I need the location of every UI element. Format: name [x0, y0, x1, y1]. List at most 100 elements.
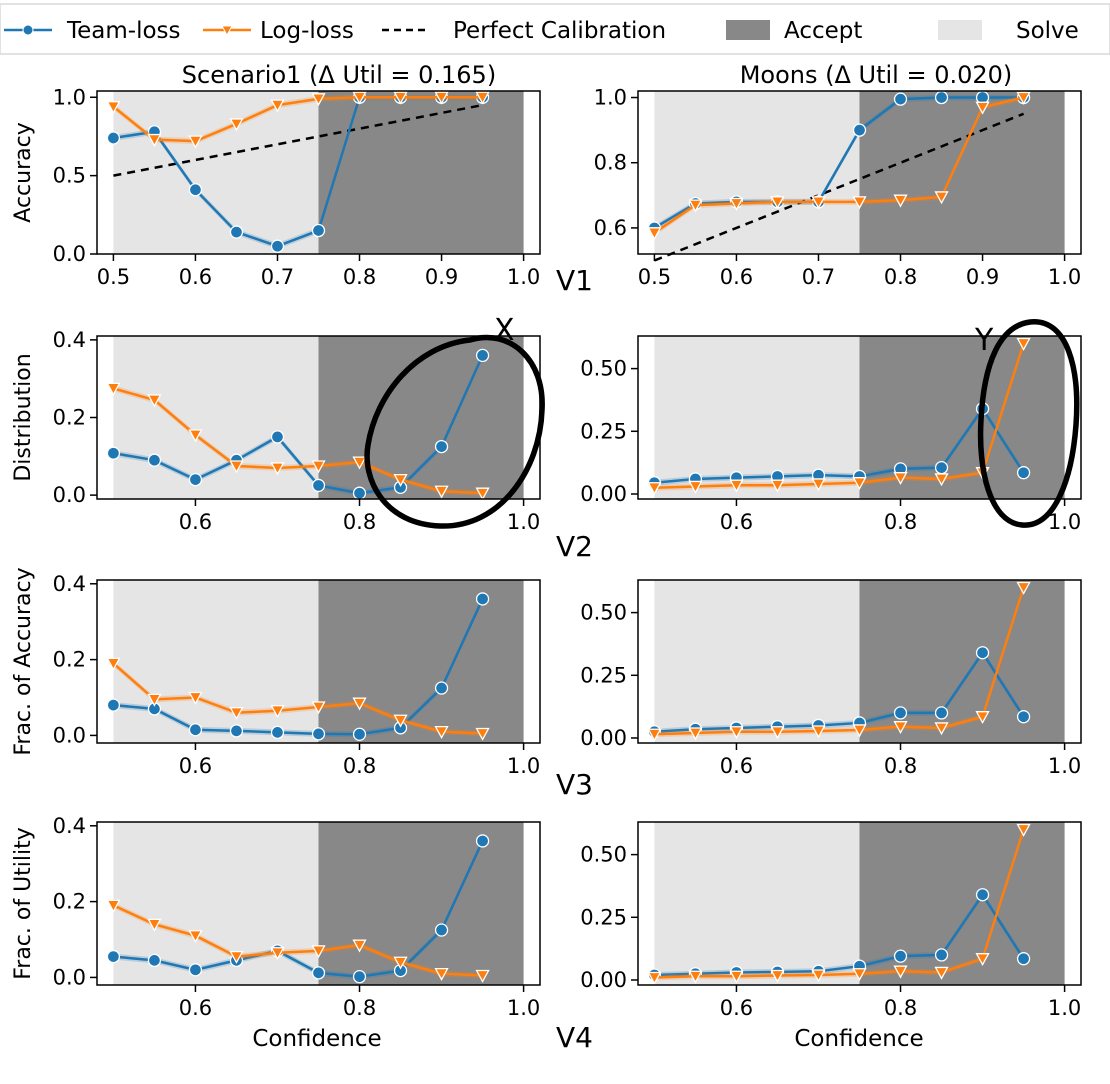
x-tick-label: 0.8 — [343, 996, 376, 1020]
team-loss-point — [188, 723, 203, 737]
accept-region — [859, 336, 1065, 499]
log-loss-point — [434, 725, 449, 739]
y-tick-label: 0.4 — [53, 814, 86, 838]
log-loss-point — [729, 726, 744, 740]
x-tick-label: 1.0 — [1048, 754, 1081, 778]
log-loss-confidence-band — [654, 94, 1024, 236]
x-tick-label: 0.6 — [720, 996, 753, 1020]
log-loss-point — [475, 487, 490, 501]
panel-7: 0.6 0.8 1.0 0.0 0.2 0.4 Frac. of Utility — [11, 814, 541, 1020]
solve-region — [654, 336, 860, 499]
panel-8: 0.6 0.8 1.0 0.00 0.25 0.50 — [580, 821, 1082, 1020]
team-loss-confidence-band — [654, 405, 1024, 486]
log-loss-point — [147, 693, 162, 707]
team-loss-line — [654, 892, 1025, 977]
perfect-calibration-line — [653, 112, 1025, 262]
log-loss-line — [112, 904, 483, 977]
x-tick-label: 1.0 — [1048, 996, 1081, 1020]
plot-frame — [637, 579, 1082, 744]
x-tick-label: 0.8 — [343, 754, 376, 778]
team-loss-point — [229, 225, 244, 239]
log-loss-line — [654, 343, 1025, 489]
log-loss-point — [311, 460, 326, 474]
log-loss-point — [352, 456, 367, 470]
plot-frame — [637, 335, 1082, 500]
legend-label: Team-loss — [66, 18, 181, 44]
team-loss-point — [934, 948, 949, 962]
y-tick-label: 0.25 — [580, 905, 627, 929]
log-loss-point — [393, 473, 408, 487]
legend-team-loss-marker — [22, 24, 34, 36]
y-tick-label: 0.2 — [53, 406, 86, 430]
accept-region — [318, 822, 524, 985]
accept-region — [318, 580, 524, 743]
row-labels: V1 V2 V3 V4 — [556, 264, 593, 1054]
y-tick-label: 0.2 — [53, 648, 86, 672]
log-loss-point — [975, 101, 990, 115]
solve-region — [654, 91, 860, 254]
log-loss-point — [852, 724, 867, 738]
log-loss-point — [393, 91, 408, 105]
team-loss-line — [113, 598, 484, 736]
y-tick-label: 0.0 — [53, 965, 86, 989]
x-tick-label: 0.6 — [720, 754, 753, 778]
log-loss-point — [352, 939, 367, 953]
x-tick-label: 0.7 — [802, 265, 835, 289]
x-tick-label: 0.8 — [884, 265, 917, 289]
log-loss-point — [852, 968, 867, 982]
y-axis-label: Frac. of Utility — [11, 827, 36, 980]
log-loss-point — [934, 722, 949, 736]
panel-2: 0.5 0.6 0.7 0.8 0.9 1.0 0.6 0.8 1.0 — [594, 86, 1082, 289]
log-loss-point — [311, 701, 326, 715]
legend-accept-patch — [726, 20, 770, 40]
x-tick-label: 0.8 — [884, 754, 917, 778]
row-label-v3: V3 — [556, 768, 593, 801]
team-loss-point — [188, 472, 203, 487]
log-loss-point — [229, 950, 244, 964]
legend-label: Accept — [784, 18, 862, 44]
log-loss-point — [688, 727, 703, 741]
column-title-scenario1: Scenario1 (Δ Util = 0.165) — [182, 61, 496, 89]
solve-region — [113, 580, 319, 743]
accept-region — [318, 91, 524, 254]
team-loss-point — [270, 725, 285, 740]
log-loss-point — [188, 135, 203, 149]
row-label-v4: V4 — [556, 1021, 593, 1054]
y-tick-label: 0.25 — [580, 419, 627, 443]
solve-region — [654, 580, 860, 743]
y-tick-label: 0.6 — [594, 216, 627, 240]
log-loss-confidence-band — [113, 660, 483, 737]
team-loss-point — [106, 446, 121, 460]
legend-label: Log-loss — [260, 18, 354, 44]
log-loss-point — [106, 899, 121, 913]
x-axis-label-left: Confidence — [252, 1026, 381, 1052]
plot-frame — [96, 821, 541, 986]
x-tick-label: 1.0 — [507, 265, 540, 289]
x-tick-label: 1.0 — [507, 510, 540, 534]
highlight-ellipse-x — [364, 334, 545, 529]
team-loss-point — [475, 592, 490, 606]
log-loss-point — [475, 969, 490, 983]
x-axis-labels: Confidence Confidence — [252, 1026, 923, 1052]
team-loss-point — [434, 439, 449, 454]
log-loss-point — [934, 473, 949, 487]
log-loss-point — [106, 101, 121, 115]
legend-label: Perfect Calibration — [453, 18, 666, 44]
log-loss-point — [106, 657, 121, 671]
legend-label: Solve — [1016, 18, 1079, 44]
team-loss-point — [229, 724, 244, 738]
log-loss-point — [270, 462, 285, 476]
plot-frame — [96, 90, 541, 255]
team-loss-point — [311, 966, 326, 980]
x-tick-label: 0.6 — [720, 265, 753, 289]
log-loss-point — [147, 394, 162, 408]
team-loss-point — [106, 698, 121, 712]
team-loss-point — [934, 90, 949, 105]
log-loss-point — [434, 967, 449, 981]
log-loss-point — [147, 918, 162, 932]
log-loss-point — [352, 91, 367, 105]
log-loss-point — [647, 971, 662, 985]
log-loss-point — [770, 479, 785, 493]
team-loss-point — [270, 239, 285, 253]
highlight-ellipse-y — [977, 319, 1080, 528]
